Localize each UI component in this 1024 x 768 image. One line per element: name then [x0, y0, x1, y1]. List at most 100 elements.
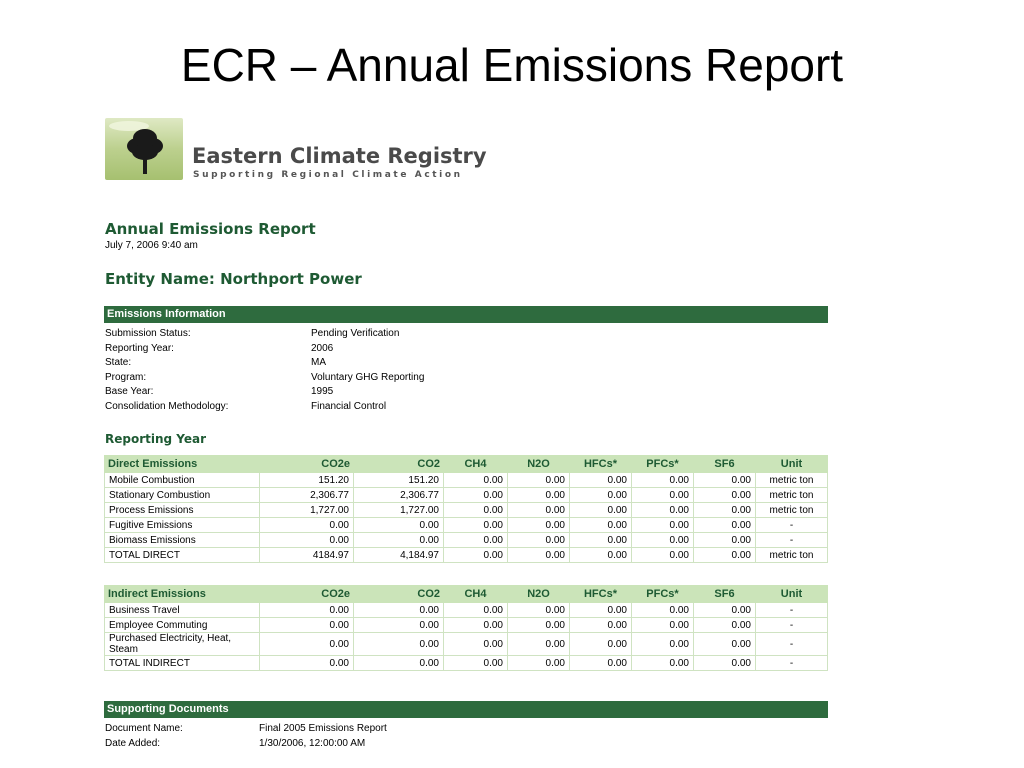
column-header: N2O — [507, 585, 570, 603]
column-header: Unit — [755, 455, 828, 473]
table-cell: 0.00 — [353, 617, 444, 633]
table-cell: 0.00 — [631, 547, 694, 563]
column-header: PFCs* — [631, 455, 694, 473]
table-cell: 151.20 — [259, 472, 354, 488]
table-cell: 0.00 — [259, 517, 354, 533]
doc-label: Document Name: — [105, 723, 183, 734]
table-cell: 0.00 — [353, 632, 444, 656]
table-cell: 0.00 — [507, 487, 570, 503]
table-cell: 0.00 — [569, 487, 632, 503]
row-label: TOTAL DIRECT — [104, 547, 260, 563]
table-cell: 0.00 — [631, 602, 694, 618]
table-cell: 0.00 — [507, 602, 570, 618]
table-cell: 0.00 — [569, 655, 632, 671]
table-cell: 0.00 — [631, 502, 694, 518]
table-cell: 0.00 — [443, 532, 508, 548]
table-cell: 0.00 — [693, 517, 756, 533]
row-label: Purchased Electricity, Heat, Steam — [104, 632, 260, 656]
info-row: Submission Status: Pending Verification — [105, 327, 424, 342]
table-cell: 0.00 — [507, 655, 570, 671]
table-cell: metric ton — [755, 502, 828, 518]
row-label: Stationary Combustion — [104, 487, 260, 503]
direct-emissions-header: Direct Emissions — [104, 455, 260, 473]
indirect-emissions-table: Indirect Emissions CO2e CO2 CH4 N2O HFCs… — [104, 585, 828, 671]
table-cell: 0.00 — [507, 632, 570, 656]
table-cell: 0.00 — [443, 617, 508, 633]
table-cell: 0.00 — [631, 632, 694, 656]
table-cell: 0.00 — [443, 472, 508, 488]
row-label: TOTAL INDIRECT — [104, 655, 260, 671]
table-cell: 151.20 — [353, 472, 444, 488]
table-cell: 0.00 — [569, 472, 632, 488]
column-header: CH4 — [443, 585, 508, 603]
table-row: TOTAL DIRECT 4184.97 4,184.97 0.00 0.00 0.00 0… — [104, 547, 828, 563]
column-header: Unit — [755, 585, 828, 603]
table-cell: 0.00 — [443, 547, 508, 563]
table-cell: - — [755, 655, 828, 671]
table-cell: 0.00 — [259, 655, 354, 671]
column-header: CO2 — [353, 455, 444, 473]
info-label: Consolidation Methodology: — [105, 400, 229, 412]
table-cell: 0.00 — [507, 547, 570, 563]
table-cell: 0.00 — [569, 517, 632, 533]
table-cell: 0.00 — [569, 502, 632, 518]
table-cell: 0.00 — [693, 472, 756, 488]
table-cell: 0.00 — [507, 617, 570, 633]
table-cell: - — [755, 532, 828, 548]
row-label: Business Travel — [104, 602, 260, 618]
table-cell: 0.00 — [353, 532, 444, 548]
table-cell: 0.00 — [693, 487, 756, 503]
emissions-info-list: Submission Status: Pending Verification R… — [105, 327, 424, 414]
table-cell: 0.00 — [569, 602, 632, 618]
info-value: 2006 — [311, 342, 334, 354]
table-cell: 2,306.77 — [259, 487, 354, 503]
table-cell: 0.00 — [693, 617, 756, 633]
info-label: Program: — [105, 371, 147, 383]
table-cell: 0.00 — [259, 617, 354, 633]
logo-name: Eastern Climate Registry — [192, 144, 487, 168]
column-header: CO2e — [259, 585, 354, 603]
table-cell: 0.00 — [443, 487, 508, 503]
info-label: State: — [105, 357, 132, 368]
info-label: Reporting Year: — [105, 342, 174, 354]
table-cell: 0.00 — [259, 632, 354, 656]
table-row: Mobile Combustion 151.20 151.20 0.00 0.00 0.0… — [104, 472, 828, 488]
table-cell: - — [755, 632, 828, 656]
table-cell: 0.00 — [693, 602, 756, 618]
direct-emissions-table: Direct Emissions CO2e CO2 CH4 N2O HFCs* … — [104, 455, 828, 563]
table-cell: 0.00 — [631, 532, 694, 548]
table-cell: - — [755, 617, 828, 633]
table-row: Employee Commuting 0.00 0.00 0.00 0.00 0.00 0.… — [104, 617, 828, 633]
reporting-year-heading: Reporting Year — [105, 432, 207, 446]
table-cell: 0.00 — [507, 532, 570, 548]
table-cell: 0.00 — [693, 547, 756, 563]
table-cell: 0.00 — [693, 502, 756, 518]
info-row: Program: Voluntary GHG Reporting — [105, 371, 424, 386]
report-date: July 7, 2006 9:40 am — [105, 240, 198, 251]
info-label: Submission Status: — [105, 328, 191, 339]
table-cell: 0.00 — [693, 632, 756, 656]
table-cell: 0.00 — [631, 517, 694, 533]
table-header-row: Indirect Emissions CO2e CO2 CH4 N2O HFCs… — [104, 585, 828, 603]
doc-value: Final 2005 Emissions Report — [259, 723, 387, 734]
column-header: PFCs* — [631, 585, 694, 603]
info-row: Consolidation Methodology: Financial Cont… — [105, 400, 424, 415]
entity-name: Entity Name: Northport Power — [105, 270, 362, 288]
column-header: SF6 — [693, 585, 756, 603]
supporting-documents-list: Document Name: Final 2005 Emissions Repor… — [105, 722, 387, 751]
info-row: State: MA — [105, 356, 424, 371]
table-cell: metric ton — [755, 487, 828, 503]
table-cell: 0.00 — [569, 532, 632, 548]
slide-title: ECR – Annual Emissions Report — [180, 39, 844, 91]
doc-row: Date Added: 1/30/2006, 12:00:00 AM — [105, 737, 387, 752]
table-cell: 0.00 — [259, 602, 354, 618]
column-header: SF6 — [693, 455, 756, 473]
table-cell: 0.00 — [693, 532, 756, 548]
info-value: Voluntary GHG Reporting — [311, 371, 425, 383]
table-header-row: Direct Emissions CO2e CO2 CH4 N2O HFCs* … — [104, 455, 828, 473]
table-cell: 0.00 — [569, 617, 632, 633]
column-header: N2O — [507, 455, 570, 473]
table-row: Fugitive Emissions 0.00 0.00 0.00 0.00 0.00 0.… — [104, 517, 828, 533]
table-cell: 4,184.97 — [353, 547, 444, 563]
column-header: HFCs* — [569, 455, 632, 473]
